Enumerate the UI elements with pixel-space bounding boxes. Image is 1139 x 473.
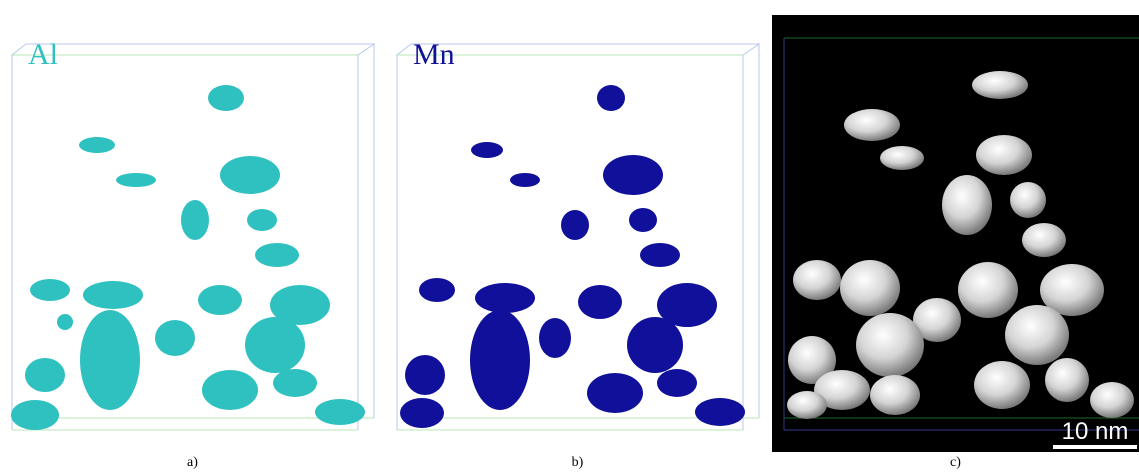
scale-bar: 10 nm: [1053, 419, 1137, 449]
al-cluster-plot: [10, 43, 376, 431]
mn-clusters: [400, 85, 745, 428]
panel-isosurface: 10 nm c): [772, 0, 1139, 473]
al-clusters: [11, 85, 365, 430]
isosurface-render: [772, 15, 1139, 452]
panel-al-atom-map: Al a): [0, 0, 385, 473]
panel-caption: c): [950, 455, 961, 470]
panel-mn-atom-map: Mn b): [385, 0, 770, 473]
panel-caption: b): [571, 455, 584, 470]
mn-cluster-plot: [395, 43, 761, 431]
precipitate-isosurfaces: [787, 71, 1134, 419]
panel-caption: a): [187, 455, 198, 470]
element-label: Al: [28, 38, 58, 71]
element-label: Mn: [413, 38, 455, 71]
